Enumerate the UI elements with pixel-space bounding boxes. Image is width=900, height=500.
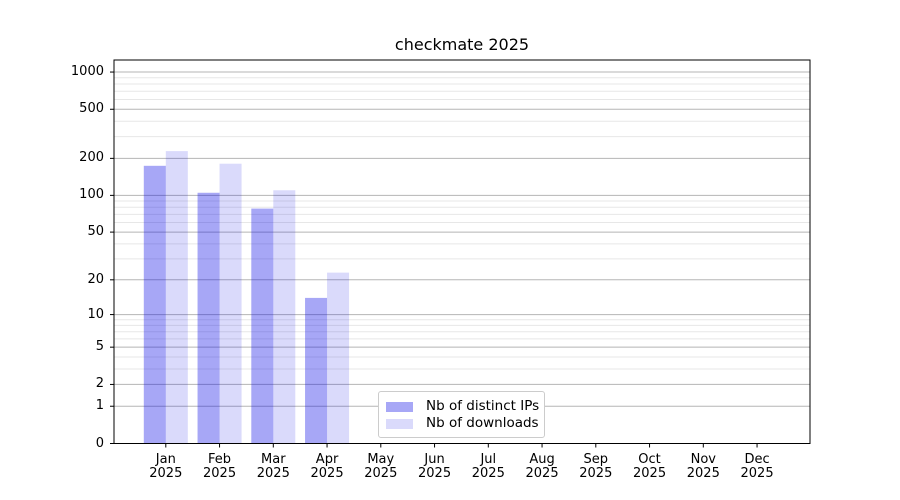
x-tick-month: Jan [155, 452, 176, 467]
legend-swatch-distinct-ips [386, 401, 413, 412]
bars-series-0 [143, 165, 328, 444]
legend-item-downloads: Nb of downloads [386, 415, 539, 432]
y-tick-label: 500 [79, 101, 104, 117]
y-tick-label: 200 [79, 150, 104, 166]
legend-label-distinct-ips: Nb of distinct IPs [426, 398, 540, 414]
chart-title: checkmate 2025 [394, 35, 530, 54]
legend-item-distinct-ips: Nb of distinct IPs [386, 398, 539, 415]
x-tick-month: Feb [208, 452, 232, 467]
x-tick-month: Apr [315, 452, 339, 467]
x-tick-year: 2025 [364, 465, 398, 481]
bar-feb-downloads [219, 163, 242, 444]
x-tick-month: Dec [744, 452, 770, 467]
x-tick-label: Dec 2025 [725, 453, 789, 480]
x-tick-year: 2025 [203, 465, 237, 481]
x-tick-month: Nov [690, 452, 716, 467]
x-tick-year: 2025 [256, 465, 290, 481]
y-tick-label: 1000 [70, 64, 104, 80]
y-tick-label: 50 [87, 224, 104, 240]
plot-spines [113, 59, 811, 444]
x-tick-year: 2025 [633, 465, 667, 481]
legend-label-downloads: Nb of downloads [426, 415, 539, 431]
chart-legend: Nb of distinct IPs Nb of downloads [378, 391, 545, 438]
x-tick-label: Feb 2025 [188, 453, 252, 480]
x-tick-month: May [367, 452, 395, 467]
y-tick-label: 5 [95, 339, 104, 355]
y-tick-label: 2 [95, 376, 104, 392]
x-tick-year: 2025 [686, 465, 720, 481]
x-tick-label: Oct 2025 [618, 453, 682, 480]
x-tick-month: Sep [583, 452, 609, 467]
x-tick-month: Aug [529, 452, 555, 467]
bar-mar-distinct-ips [251, 208, 274, 444]
x-tick-month: Mar [261, 452, 286, 467]
x-tick-year: 2025 [579, 465, 613, 481]
x-tick-label: Mar 2025 [241, 453, 305, 480]
x-tick-label: Aug 2025 [510, 453, 574, 480]
x-tick-label: Jun 2025 [403, 453, 467, 480]
x-tick-month: Jun [424, 452, 445, 467]
bar-jan-distinct-ips [143, 165, 166, 444]
bars-series-1 [165, 151, 350, 444]
y-tick-label: 0 [95, 435, 104, 451]
x-tick-year: 2025 [525, 465, 559, 481]
gridlines-minor [114, 77, 810, 370]
y-tick-label: 10 [87, 306, 104, 322]
bar-feb-distinct-ips [197, 192, 220, 444]
tick-marks [110, 71, 758, 448]
x-tick-label: Jan 2025 [134, 453, 198, 480]
bar-apr-distinct-ips [305, 297, 328, 444]
y-tick-label: 1 [95, 398, 104, 414]
x-tick-year: 2025 [471, 465, 505, 481]
y-tick-label: 20 [87, 271, 104, 287]
x-tick-year: 2025 [418, 465, 452, 481]
bar-jan-downloads [165, 151, 188, 444]
x-tick-month: Oct [638, 452, 661, 467]
x-tick-label: Jul 2025 [456, 453, 520, 480]
legend-swatch-downloads [386, 418, 413, 429]
x-tick-label: Sep 2025 [564, 453, 628, 480]
y-tick-label: 100 [79, 187, 104, 203]
x-tick-label: Nov 2025 [671, 453, 735, 480]
x-tick-year: 2025 [740, 465, 774, 481]
bar-apr-downloads [327, 272, 350, 444]
gridlines-major [114, 71, 810, 407]
x-tick-month: Jul [480, 452, 497, 467]
x-tick-label: Apr 2025 [295, 453, 359, 480]
x-tick-year: 2025 [149, 465, 183, 481]
bar-mar-downloads [273, 190, 296, 444]
x-tick-year: 2025 [310, 465, 344, 481]
x-tick-label: May 2025 [349, 453, 413, 480]
